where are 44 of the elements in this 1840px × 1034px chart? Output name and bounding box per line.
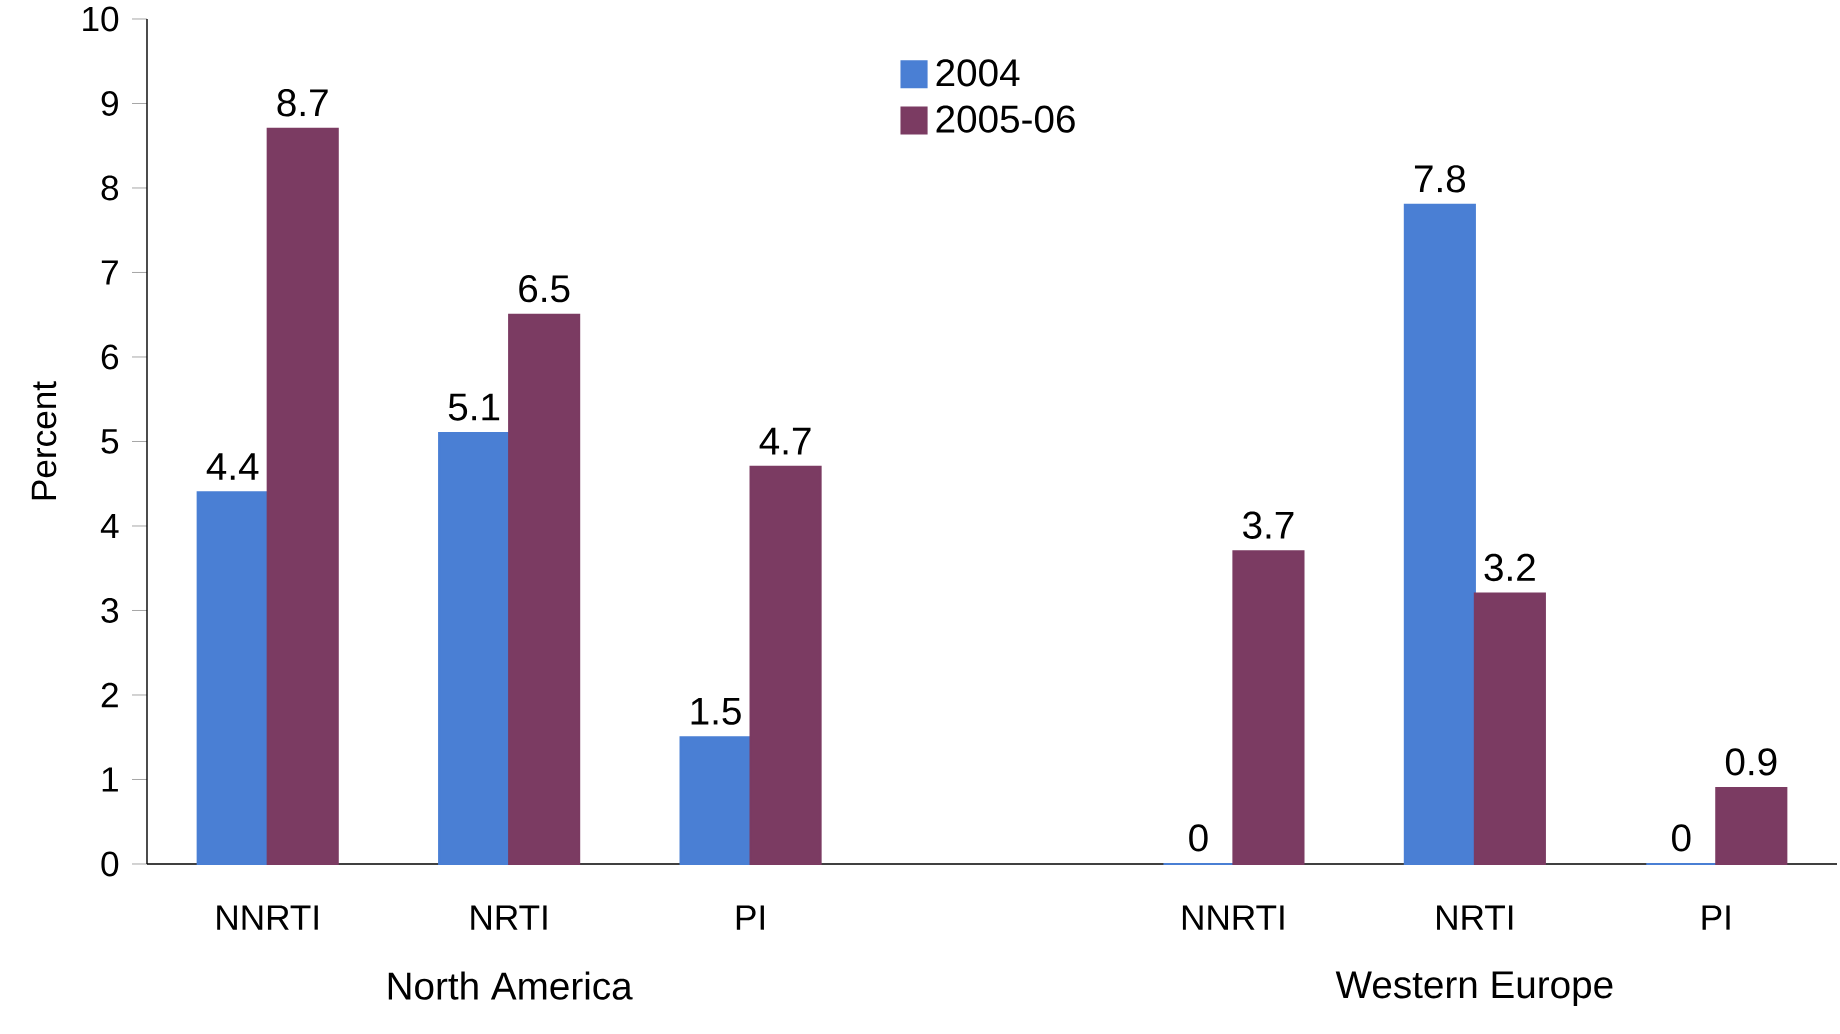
y-tick-label: 6 [101, 344, 119, 370]
y-tick-label: 4 [100, 513, 119, 539]
data-label: 6.5 [519, 274, 570, 303]
bar [679, 736, 752, 866]
bar [196, 491, 269, 866]
y-tick-label: 8 [101, 175, 119, 201]
y-tick-label: 7 [101, 260, 118, 285]
data-label: 4.7 [759, 427, 811, 455]
x-tick-label: NRTI [471, 905, 547, 930]
y-tick-label: 0 [101, 851, 119, 877]
x-tick-label: PI [736, 905, 764, 930]
bar [749, 465, 822, 866]
text: Western Europe [1335, 971, 1613, 1007]
data-label: 8.7 [277, 89, 328, 117]
data-label: 7.8 [1414, 165, 1466, 193]
x-tick-label: PI [1702, 905, 1730, 930]
bar [1715, 786, 1788, 866]
data-label: 3.2 [1484, 553, 1535, 582]
data-label: 0.9 [1725, 748, 1777, 776]
bar [438, 431, 511, 866]
y-tick-label: 10 [83, 6, 119, 32]
y-tick-label: 9 [101, 91, 118, 116]
bar [1232, 550, 1305, 866]
data-label: 3.7 [1243, 511, 1294, 539]
data-label: 5.1 [448, 393, 500, 421]
legend-label: 2005-06 [936, 105, 1075, 133]
data-label: 0 [1189, 824, 1208, 852]
bar [1473, 592, 1546, 866]
bar [508, 313, 581, 866]
y-tick-label: 1 [102, 767, 118, 792]
x-tick-label: NNRTI [1182, 905, 1284, 930]
data-label: 1.5 [691, 697, 741, 725]
x-tick-label: NRTI [1437, 905, 1513, 930]
legend-label: 2004 [936, 59, 1020, 87]
data-label: 0 [1672, 824, 1691, 852]
bar [266, 127, 339, 866]
bar [1403, 203, 1476, 866]
data-label: 4.4 [206, 453, 259, 480]
y-tick-label: 5 [101, 429, 119, 454]
y-axis-title: Percent [31, 381, 57, 500]
text: North America [388, 971, 633, 1000]
x-tick-label: NNRTI [217, 905, 318, 930]
y-tick-label: 2 [101, 682, 118, 708]
y-tick-label: 3 [101, 598, 119, 623]
